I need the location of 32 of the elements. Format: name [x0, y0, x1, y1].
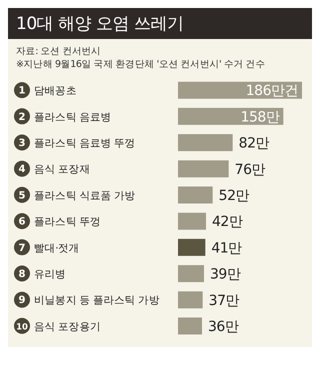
data-label: 37만	[208, 292, 240, 309]
chart-title: 10대 해양 오염 쓰레기	[8, 8, 312, 39]
data-label: 36만	[208, 319, 239, 336]
data-label: 186만건	[246, 83, 298, 100]
data-label: 82만	[238, 136, 270, 152]
y-tick-label: 6 플라스틱 뚜껑	[18, 216, 101, 228]
y-tick-label: 2 플라스틱 음료병	[18, 111, 112, 124]
bar	[178, 186, 213, 204]
bar	[178, 291, 203, 308]
bar	[178, 318, 202, 335]
y-tick-label: 4 음식 포장재	[18, 164, 90, 176]
text: ※지난해 9월16일 국제 환경단체 '오션 컨서번시' 수거 건수	[16, 58, 266, 71]
y-tick-label: 7 빨대·젓개	[18, 242, 80, 254]
y-tick-label: 8 유리병	[18, 268, 66, 280]
bar	[178, 238, 206, 256]
data-label: 41만	[211, 240, 242, 256]
bar	[178, 160, 229, 178]
data-label: 39만	[210, 266, 241, 283]
y-tick-label: 5 플라스틱 식료품 가방	[18, 190, 136, 202]
data-label: 158만	[240, 109, 280, 126]
bar	[178, 265, 204, 282]
bar	[178, 212, 206, 230]
data-label: 52만	[218, 188, 250, 204]
data-label: 76만	[234, 162, 266, 178]
y-tick-label: 1 담배꽁초	[18, 85, 77, 98]
y-tick-label: 9 비닐봉지 등 플라스틱 가방	[18, 294, 160, 307]
bar	[178, 134, 233, 152]
y-tick-label: 3 플라스틱 음료병 뚜껑	[18, 138, 136, 150]
y-tick-label: 10 음식 포장용기	[16, 320, 101, 333]
data-label: 42만	[212, 214, 243, 230]
text: 자료: 오션 컨서번시	[16, 45, 102, 58]
bar	[178, 108, 284, 125]
